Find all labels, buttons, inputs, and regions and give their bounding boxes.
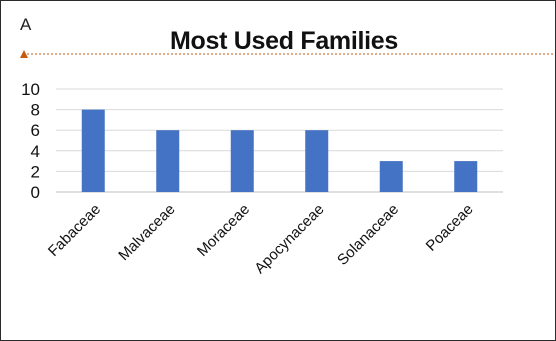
category-label: Fabaceae	[45, 201, 104, 260]
y-tick-label: 8	[31, 101, 40, 120]
bar	[379, 161, 403, 192]
selection-marker-icon	[20, 50, 28, 58]
y-tick-label: 4	[31, 142, 40, 161]
panel-label: A	[20, 15, 32, 34]
bar	[230, 130, 254, 192]
category-label: Apocynaceae	[251, 201, 327, 277]
y-tick-label: 0	[31, 183, 40, 202]
y-tick-label: 2	[31, 162, 40, 181]
category-label: Moraceae	[194, 201, 253, 260]
category-label: Solanaceae	[334, 201, 402, 269]
chart-title: Most Used Families	[170, 27, 398, 55]
bar	[81, 109, 105, 192]
y-tick-label: 10	[21, 80, 40, 99]
category-label: Malvaceae	[115, 201, 178, 264]
bar	[454, 161, 478, 192]
y-tick-label: 6	[31, 121, 40, 140]
bar	[156, 130, 180, 192]
bar	[305, 130, 329, 192]
category-label: Poaceae	[423, 201, 477, 255]
